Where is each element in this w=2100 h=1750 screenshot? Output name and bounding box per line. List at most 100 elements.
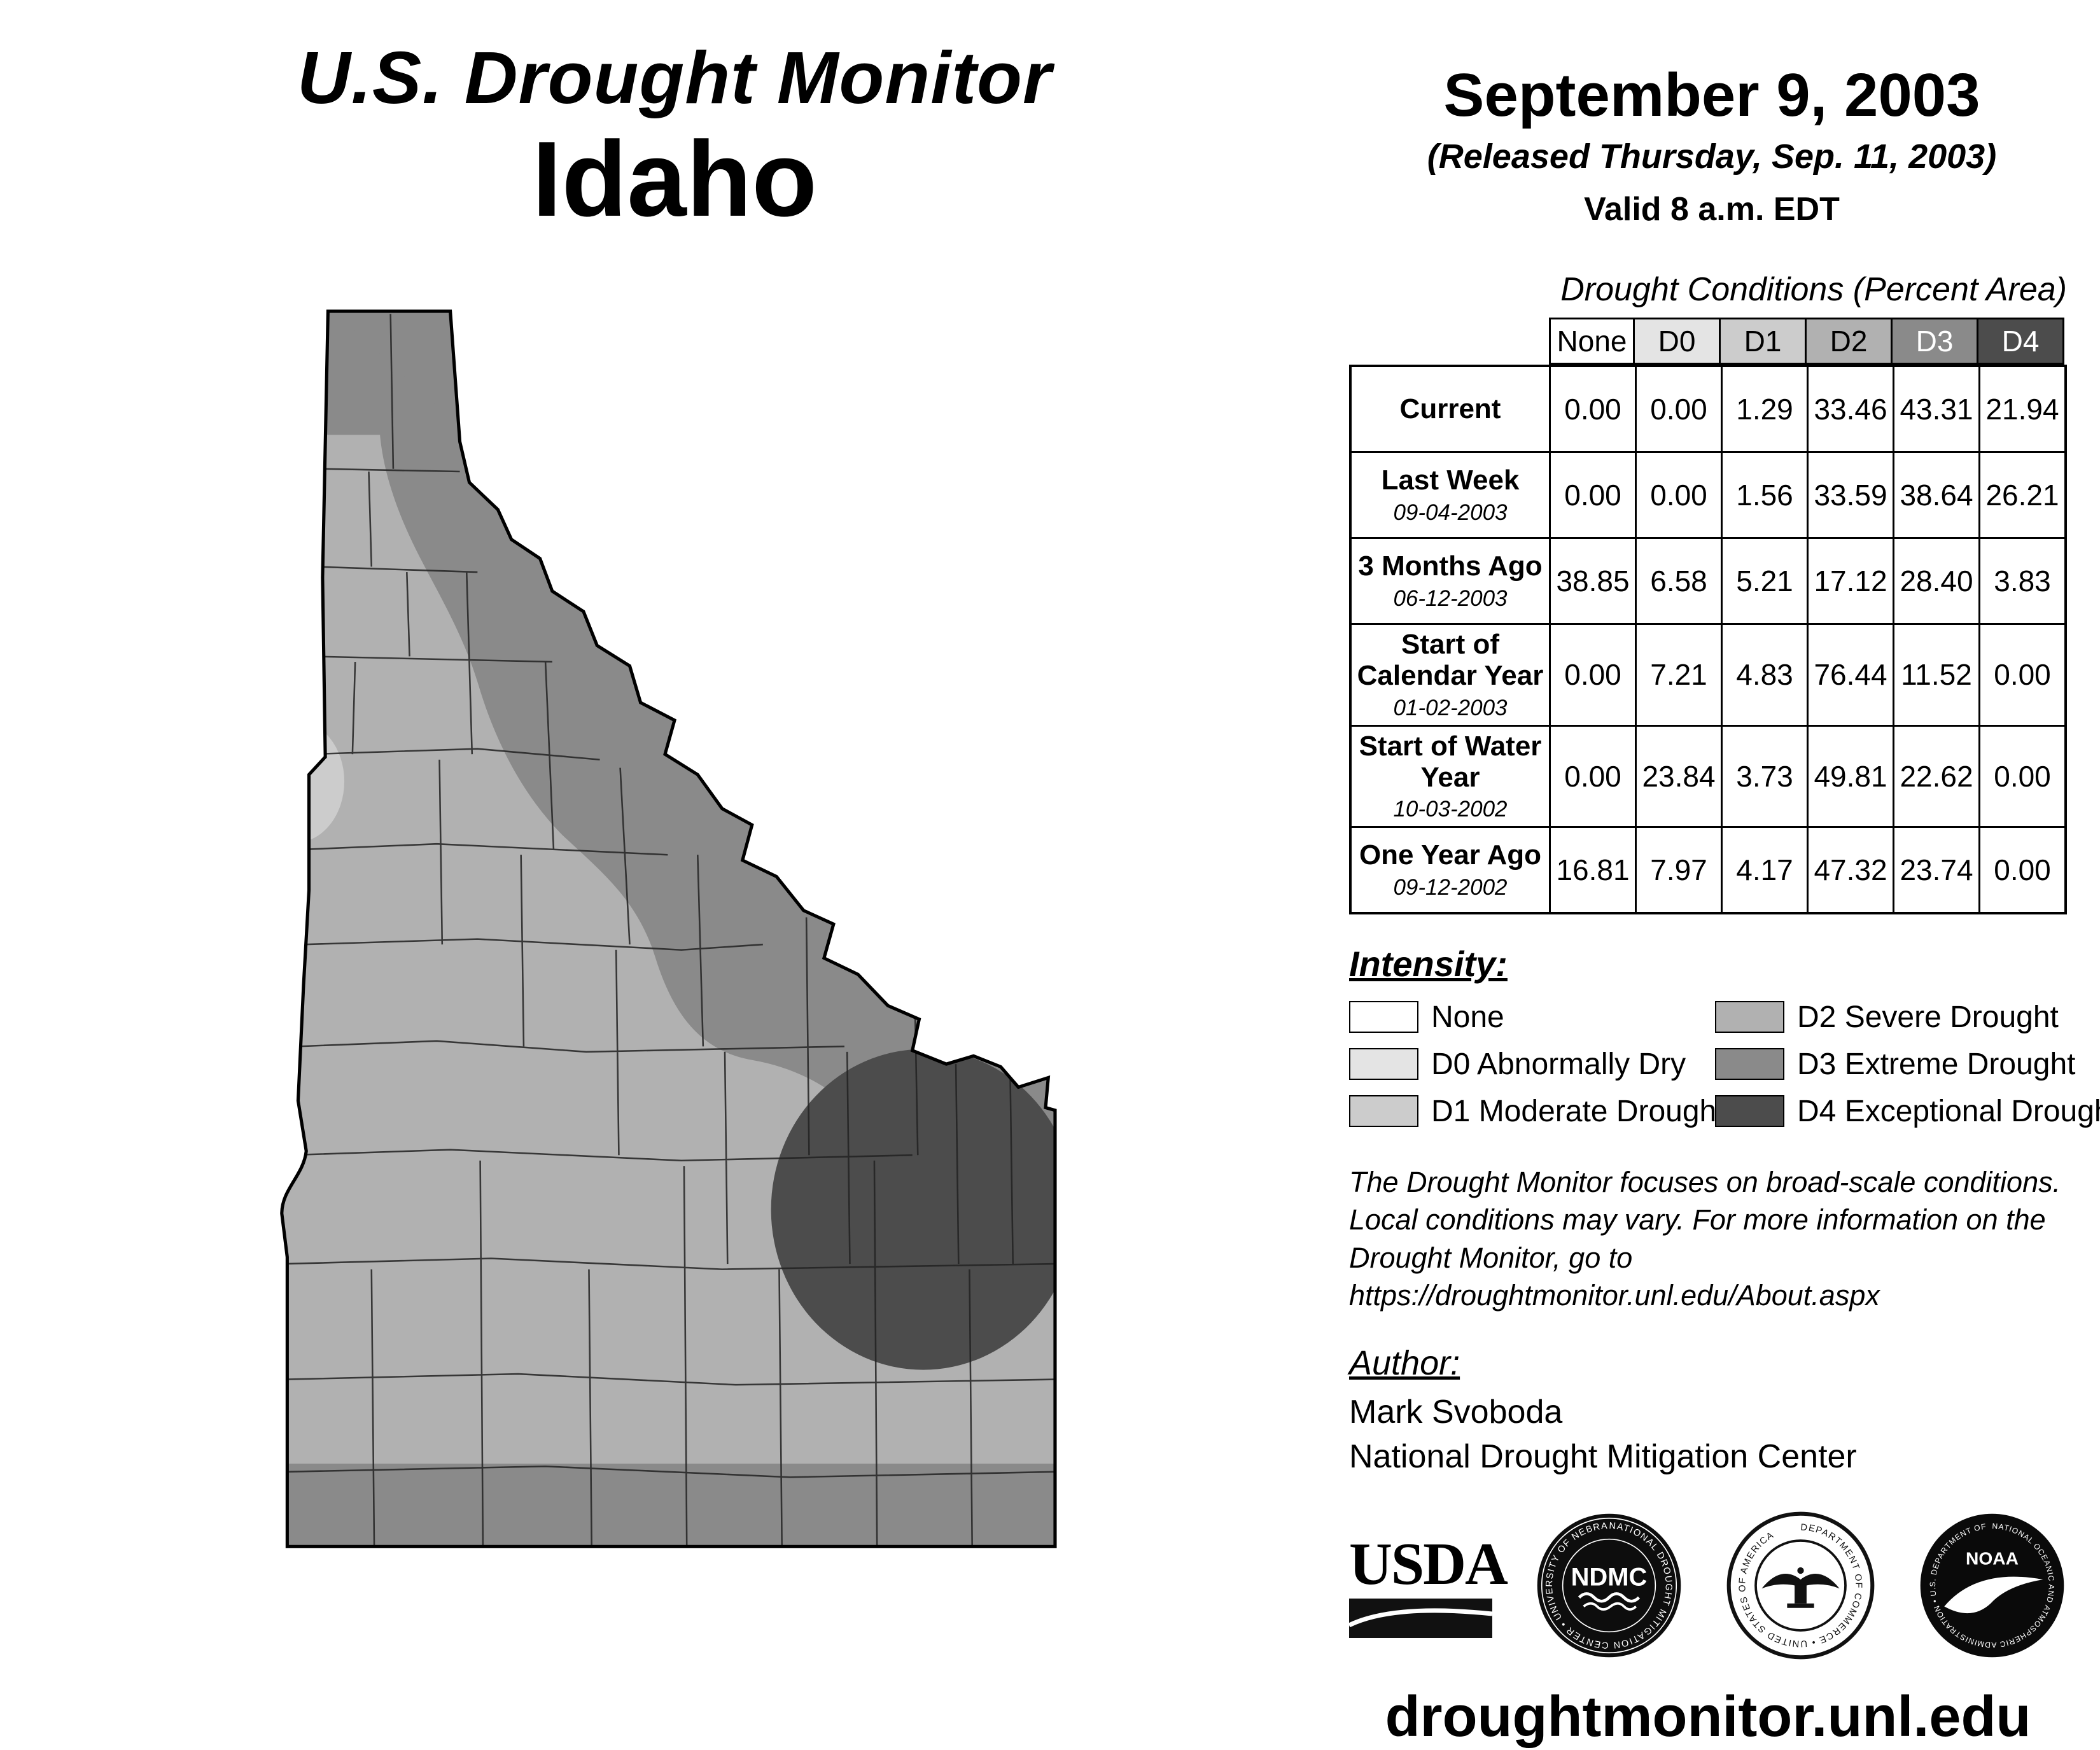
region-d3-extreme-band xyxy=(328,311,1055,1298)
value-cell: 21.94 xyxy=(1978,367,2064,451)
table-row: Last Week 09-04-2003 0.00 0.00 1.56 33.59 38.6… xyxy=(1352,451,2064,537)
table-row: Start of Calendar Year 01-02-2003 0.00 7.21… xyxy=(1352,623,2064,725)
drought-table-body: Current 0.00 0.00 1.29 33.46 43.31 21.94 Last W… xyxy=(1349,365,2067,915)
disclaimer-line: The Drought Monitor focuses on broad-sca… xyxy=(1349,1166,2061,1199)
table-row: One Year Ago 09-12-2002 16.81 7.97 4.17 47.32… xyxy=(1352,826,2064,913)
report-date: September 9, 2003 xyxy=(1443,61,1980,129)
table-row: 3 Months Ago 06-12-2003 38.85 6.58 5.21 17.12… xyxy=(1352,537,2064,623)
legend-swatch xyxy=(1349,1001,1418,1033)
col-header-d0: D0 xyxy=(1635,318,1721,365)
value-cell: 33.46 xyxy=(1807,367,1893,451)
value-cell: 0.00 xyxy=(1635,367,1721,451)
value-cell: 11.52 xyxy=(1893,625,1978,725)
row-label-cell: Last Week 09-04-2003 xyxy=(1381,465,1520,525)
legend-label: D4 Exceptional Drought xyxy=(1797,1094,2100,1128)
author-name: Mark Svoboda xyxy=(1349,1393,1563,1431)
value-cell: 49.81 xyxy=(1807,726,1893,827)
col-header-none: None xyxy=(1549,318,1635,365)
value-cell: 33.59 xyxy=(1807,453,1893,537)
value-cell: 38.64 xyxy=(1893,453,1978,537)
value-cell: 3.83 xyxy=(1978,539,2064,623)
value-cell: 23.74 xyxy=(1893,828,1978,913)
valid-time: Valid 8 a.m. EDT xyxy=(1584,191,1840,228)
value-cell: 17.12 xyxy=(1807,539,1893,623)
value-cell: 0.00 xyxy=(1978,726,2064,827)
table-title: Drought Conditions (Percent Area) xyxy=(1560,271,2067,308)
usda-logo: USDA xyxy=(1348,1530,1508,1641)
legend-label: D1 Moderate Drought xyxy=(1431,1094,1725,1128)
table-row: Current 0.00 0.00 1.29 33.46 43.31 21.94 xyxy=(1352,367,2064,451)
row-label-cell: Start of Water Year 10-03-2002 xyxy=(1359,730,1542,822)
title-block: U.S. Drought Monitor Idaho xyxy=(274,35,1075,235)
legend-label: D2 Severe Drought xyxy=(1797,1000,2059,1034)
legend-item: D2 Severe Drought xyxy=(1715,1000,2100,1035)
row-label-cell: One Year Ago 09-12-2002 xyxy=(1359,839,1542,900)
county-borders xyxy=(284,314,1055,1547)
logo-row: USDA NATIONAL DROUGHT MITIGATION CENTER … xyxy=(1348,1511,2067,1660)
value-cell: 1.29 xyxy=(1721,367,1807,451)
legend-label: D0 Abnormally Dry xyxy=(1431,1047,1686,1081)
noaa-logo: NATIONAL OCEANIC AND ATMOSPHERIC ADMINIS… xyxy=(1917,1511,2064,1657)
value-cell: 0.00 xyxy=(1549,726,1635,827)
legend-swatch xyxy=(1349,1095,1418,1128)
idaho-drought-map xyxy=(274,305,1075,1550)
value-cell: 16.81 xyxy=(1549,828,1635,913)
legend-swatch xyxy=(1715,1048,1784,1081)
usda-logo-text: USDA xyxy=(1349,1530,1508,1597)
intensity-legend-grid: None D0 Abnormally Dry D1 Moderate Drought… xyxy=(1349,993,2100,1135)
value-cell: 0.00 xyxy=(1635,453,1721,537)
row-label-cell: Start of Calendar Year 01-02-2003 xyxy=(1357,629,1544,720)
row-label-cell: Current xyxy=(1399,393,1501,425)
legend-swatch xyxy=(1715,1095,1784,1128)
author-org: National Drought Mitigation Center xyxy=(1349,1438,1857,1475)
state-name: Idaho xyxy=(532,119,817,239)
value-cell: 6.58 xyxy=(1635,539,1721,623)
noaa-bird-icon xyxy=(1944,1576,2043,1613)
ndmc-logo-text: NDMC xyxy=(1571,1563,1648,1591)
report-panel: September 9, 2003 (Released Thursday, Se… xyxy=(1348,60,2100,1750)
eagle-emblem-icon xyxy=(1761,1567,1840,1608)
disclaimer-line: Drought Monitor, go to https://droughtmo… xyxy=(1349,1241,1880,1312)
col-header-d2: D2 xyxy=(1807,318,1893,365)
col-header-d1: D1 xyxy=(1721,318,1807,365)
value-cell: 23.84 xyxy=(1635,726,1721,827)
value-cell: 4.83 xyxy=(1721,625,1807,725)
page-title: U.S. Drought Monitor xyxy=(297,36,1053,119)
drought-table-header-row: None D0 D1 D2 D3 D4 xyxy=(1549,318,2075,365)
value-cell: 0.00 xyxy=(1549,453,1635,537)
value-cell: 7.97 xyxy=(1635,828,1721,913)
legend-label: None xyxy=(1431,1000,1504,1034)
value-cell: 5.21 xyxy=(1721,539,1807,623)
value-cell: 0.00 xyxy=(1549,625,1635,725)
value-cell: 0.00 xyxy=(1978,828,2064,913)
legend-item: D3 Extreme Drought xyxy=(1715,1047,2100,1082)
col-header-d3: D3 xyxy=(1893,318,1978,365)
drought-map-svg xyxy=(280,309,1057,1548)
ndmc-logo: NATIONAL DROUGHT MITIGATION CENTER • UNI… xyxy=(1534,1511,1681,1657)
disclaimer: The Drought Monitor focuses on broad-sca… xyxy=(1349,1163,2075,1315)
value-cell: 0.00 xyxy=(1549,367,1635,451)
legend-item: D1 Moderate Drought xyxy=(1349,1094,1725,1129)
value-cell: 76.44 xyxy=(1807,625,1893,725)
value-cell: 4.17 xyxy=(1721,828,1807,913)
col-header-d4: D4 xyxy=(1978,318,2064,365)
region-d3-south-strip xyxy=(281,1463,1055,1547)
value-cell: 1.56 xyxy=(1721,453,1807,537)
usda-swoosh-icon xyxy=(1348,1598,1493,1638)
value-cell: 43.31 xyxy=(1893,367,1978,451)
region-d4-exceptional xyxy=(771,1049,1055,1370)
table-row: Start of Water Year 10-03-2002 0.00 23.84 3.… xyxy=(1352,724,2064,827)
released-date: (Released Thursday, Sep. 11, 2003) xyxy=(1427,137,1997,176)
row-label-cell: 3 Months Ago 06-12-2003 xyxy=(1358,550,1543,611)
legend-item: None xyxy=(1349,1000,1715,1035)
commerce-seal: DEPARTMENT OF COMMERCE • UNITED STATES O… xyxy=(1726,1511,1875,1659)
value-cell: 22.62 xyxy=(1893,726,1978,827)
value-cell: 28.40 xyxy=(1893,539,1978,623)
value-cell: 0.00 xyxy=(1978,625,2064,725)
author-heading: Author: xyxy=(1349,1343,1460,1382)
value-cell: 47.32 xyxy=(1807,828,1893,913)
disclaimer-line: Local conditions may vary. For more info… xyxy=(1349,1203,2046,1236)
legend-item: D0 Abnormally Dry xyxy=(1349,1047,1715,1082)
value-cell: 7.21 xyxy=(1635,625,1721,725)
value-cell: 38.85 xyxy=(1549,539,1635,623)
